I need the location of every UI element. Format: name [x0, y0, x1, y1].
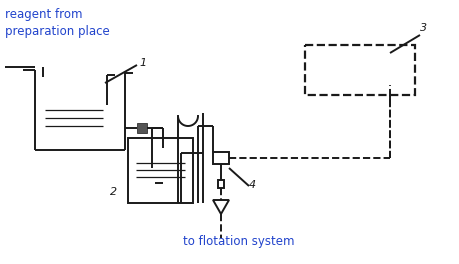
Bar	[304, 45, 414, 95]
Bar	[218, 180, 224, 188]
Text: reagent from
preparation place: reagent from preparation place	[5, 8, 110, 38]
Bar	[137, 123, 147, 133]
Bar	[128, 138, 193, 203]
Text: to flotation system: to flotation system	[183, 235, 294, 248]
Text: 2: 2	[110, 187, 117, 197]
Bar	[213, 152, 229, 164]
Text: 4: 4	[248, 180, 256, 190]
Text: 3: 3	[419, 23, 426, 33]
Text: 1: 1	[139, 58, 146, 68]
